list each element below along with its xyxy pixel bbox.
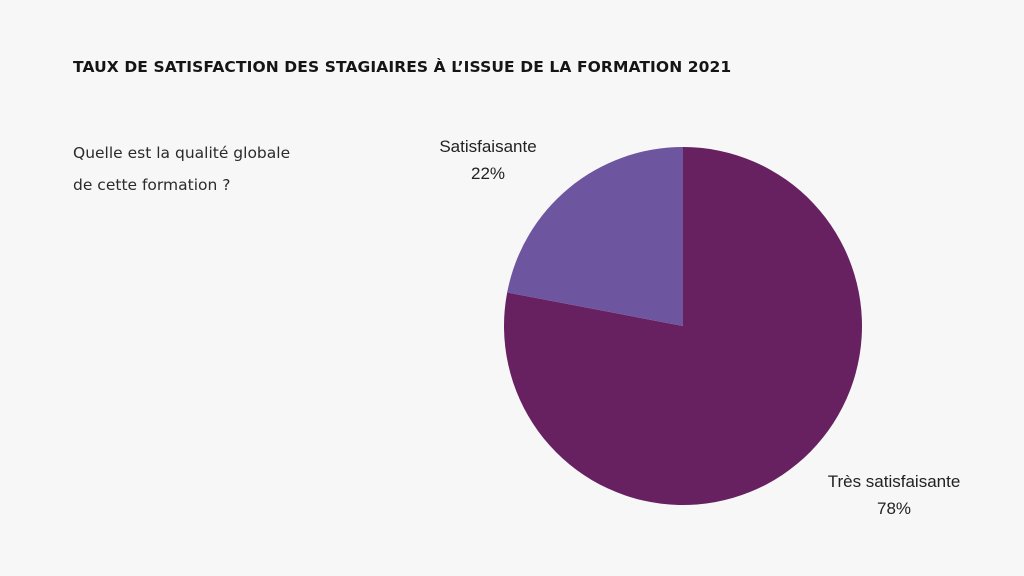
slice-label: Très satisfaisante: [828, 472, 961, 491]
slice-value-label: 78%: [877, 499, 911, 518]
slice-value-label: 22%: [471, 164, 505, 183]
chart-title: TAUX DE SATISFACTION DES STAGIAIRES À L’…: [73, 58, 732, 76]
pie-slice-satisfaisante: [507, 147, 683, 326]
survey-question: Quelle est la qualité globale de cette f…: [73, 137, 343, 201]
question-line-1: Quelle est la qualité globale: [73, 144, 291, 162]
slice-label: Satisfaisante: [439, 137, 536, 156]
question-line-2: de cette formation ?: [73, 176, 231, 194]
